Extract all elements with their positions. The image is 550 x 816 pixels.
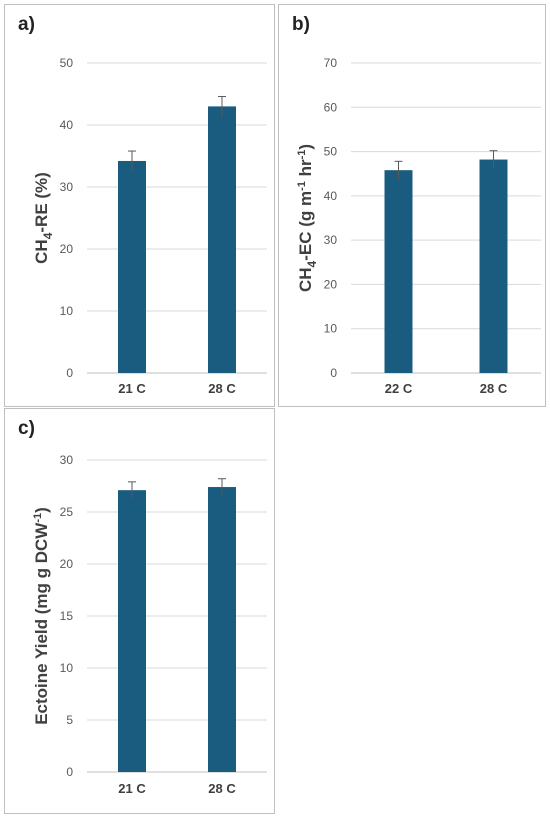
y-tick-label: 40 xyxy=(60,118,74,132)
chart-panel-b: b) 0 10 20 30 40 50 60 70 22 C 28 C CH4-EC (g m-1 … xyxy=(278,4,546,407)
bar xyxy=(479,159,508,373)
y-tick-label: 20 xyxy=(60,242,74,256)
panel-letter: c) xyxy=(18,418,35,439)
y-tick-label: 30 xyxy=(324,233,338,247)
y-tick-label: 10 xyxy=(324,322,338,336)
bar xyxy=(118,490,146,772)
y-tick-label: 30 xyxy=(60,453,74,467)
y-tick-label: 25 xyxy=(60,505,74,519)
x-tick-label: 21 C xyxy=(118,381,146,396)
chart-b-svg: 0 10 20 30 40 50 60 70 22 C 28 C CH4-EC (g m-1 hr-… xyxy=(296,56,541,396)
y-tick-label: 0 xyxy=(66,765,73,779)
x-tick-label: 28 C xyxy=(208,381,236,396)
chart-c-svg: 0 5 10 15 20 25 30 21 C 28 C Ectoine Yield (mg g … xyxy=(32,453,267,796)
y-tick-label: 60 xyxy=(324,100,338,114)
x-tick-label: 28 C xyxy=(208,781,236,796)
y-tick-label: 20 xyxy=(324,277,338,291)
chart-panel-c: c) 0 5 10 15 20 25 30 21 C 28 C Ectoine Yield (mg… xyxy=(4,408,275,814)
y-tick-label: 70 xyxy=(324,56,338,70)
y-tick-label: 30 xyxy=(60,180,74,194)
y-tick-label: 10 xyxy=(60,661,74,675)
y-tick-label: 50 xyxy=(60,56,74,70)
panel-letter: a) xyxy=(18,14,35,35)
y-axis-label: CH4-EC (g m-1 hr-1) xyxy=(296,144,319,292)
y-tick-label: 15 xyxy=(60,609,74,623)
y-tick-label: 40 xyxy=(324,189,338,203)
y-tick-label: 0 xyxy=(330,366,337,380)
chart-panel-a: a) 0 10 20 30 40 50 21 C 28 C CH4-RE (%) xyxy=(4,4,275,407)
x-tick-label: 22 C xyxy=(385,381,413,396)
x-tick-label: 28 C xyxy=(480,381,508,396)
y-tick-label: 0 xyxy=(66,366,73,380)
y-tick-label: 20 xyxy=(60,557,74,571)
bar xyxy=(208,487,236,772)
chart-a-svg: 0 10 20 30 40 50 21 C 28 C CH4-RE (%) xyxy=(32,56,267,396)
y-axis-label: Ectoine Yield (mg g DCW-1) xyxy=(32,507,51,725)
y-tick-label: 50 xyxy=(324,145,338,159)
bar xyxy=(384,170,413,373)
y-tick-label: 5 xyxy=(66,713,73,727)
panel-letter: b) xyxy=(292,14,310,35)
y-tick-label: 10 xyxy=(60,304,74,318)
x-tick-label: 21 C xyxy=(118,781,146,796)
bar xyxy=(118,160,146,373)
y-axis-label: CH4-RE (%) xyxy=(32,172,55,264)
bar xyxy=(208,106,236,374)
